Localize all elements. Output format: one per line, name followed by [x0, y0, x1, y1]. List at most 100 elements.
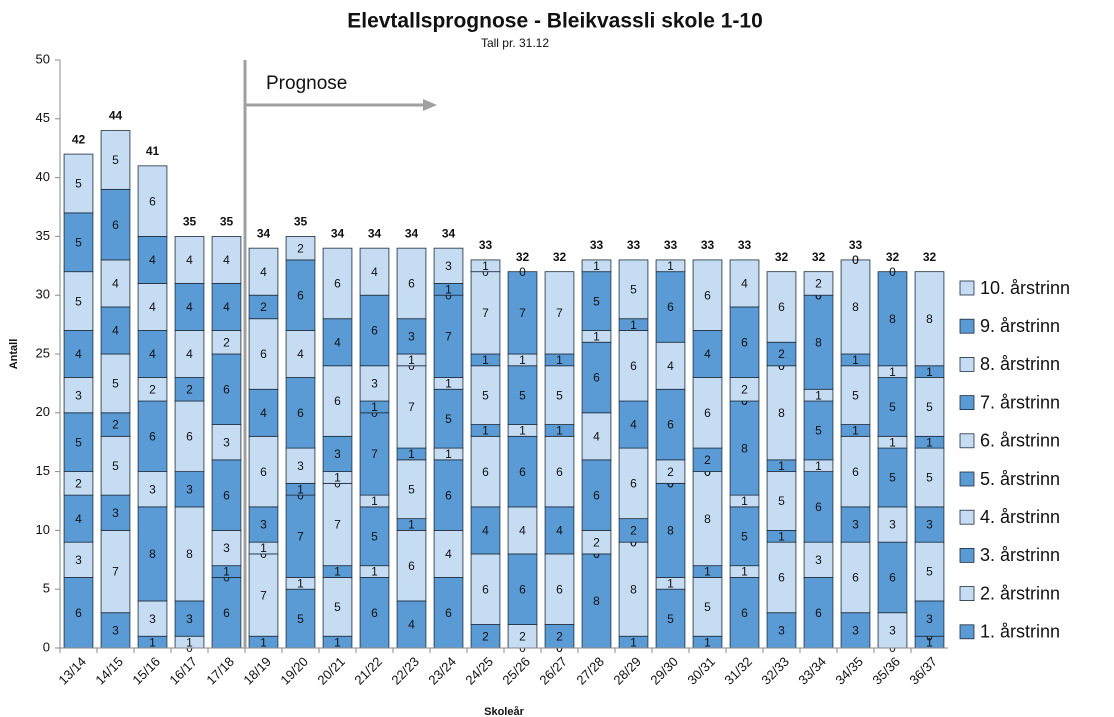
- data-label: 5: [778, 494, 785, 508]
- data-label: 6: [889, 571, 896, 585]
- data-label: 2: [519, 629, 526, 643]
- data-label: 6: [704, 288, 711, 302]
- data-label: 1: [593, 330, 600, 344]
- data-label: 4: [186, 347, 193, 361]
- data-label: 1: [334, 635, 341, 649]
- bar-segment: [840, 612, 871, 649]
- total-label: 34: [405, 226, 419, 240]
- x-tick-label: 28/29: [610, 654, 644, 688]
- legend-swatch: [959, 395, 975, 411]
- bar-segment: [803, 294, 834, 390]
- data-label: 6: [852, 571, 859, 585]
- bar-segment: [507, 435, 538, 508]
- bar-segment: [877, 541, 908, 614]
- bar-segment: [63, 541, 94, 578]
- legend-label: 7. årstrinn: [980, 392, 1060, 412]
- total-label: 32: [775, 250, 789, 264]
- data-label: 4: [186, 253, 193, 267]
- data-label: 6: [260, 465, 267, 479]
- data-label: 6: [334, 394, 341, 408]
- total-label: 35: [294, 215, 308, 229]
- data-label: 2: [482, 629, 489, 643]
- data-label: 6: [223, 488, 230, 502]
- x-tick-label: 19/20: [277, 654, 311, 688]
- bar-segment: [581, 459, 612, 531]
- data-label: 1: [223, 565, 230, 579]
- total-label: 32: [516, 250, 530, 264]
- data-label: 3: [371, 377, 378, 391]
- bar-segment: [766, 541, 797, 614]
- data-label: 4: [297, 347, 304, 361]
- x-axis-label: Skoleår: [484, 706, 524, 717]
- bar-segment: [248, 553, 279, 637]
- bar-segment: [470, 435, 501, 508]
- x-tick-label: 23/24: [425, 654, 459, 688]
- legend-swatch: [959, 548, 975, 563]
- data-label: 4: [371, 265, 378, 279]
- bar-segment: [396, 365, 427, 449]
- x-tick-label: 22/23: [388, 654, 422, 688]
- data-label: 1: [778, 459, 785, 473]
- data-label: 8: [815, 335, 822, 349]
- forecast-arrowhead: [423, 99, 437, 111]
- data-label: 5: [852, 388, 859, 402]
- x-tick-label: 17/18: [203, 654, 237, 688]
- data-label: 1: [704, 635, 711, 649]
- data-label: 6: [630, 477, 637, 491]
- data-label: 1: [593, 259, 600, 273]
- bar-segment: [470, 259, 501, 273]
- data-label: 6: [482, 582, 489, 596]
- bar-segment: [655, 271, 686, 343]
- bar-segment: [100, 306, 131, 355]
- total-label: 33: [627, 238, 641, 252]
- data-label: 5: [926, 471, 933, 485]
- legend-label: 5. årstrinn: [980, 469, 1060, 489]
- total-label: 32: [886, 250, 900, 264]
- data-label: 4: [445, 547, 452, 561]
- data-label: 6: [75, 606, 82, 620]
- bar-segment: [877, 447, 908, 508]
- data-label: 5: [112, 153, 119, 167]
- data-label: 1: [371, 494, 378, 508]
- data-label: 4: [223, 253, 230, 267]
- data-label: 3: [149, 612, 156, 626]
- total-label: 35: [220, 215, 234, 229]
- data-label: 6: [445, 606, 452, 620]
- data-label: 5: [297, 612, 304, 626]
- data-label: 2: [75, 477, 82, 491]
- bar-segment: [840, 435, 871, 508]
- bar-segment: [655, 482, 686, 578]
- data-label: 5: [482, 388, 489, 402]
- bar-segment: [63, 412, 94, 472]
- data-label: 3: [112, 624, 119, 638]
- data-label: 4: [704, 347, 711, 361]
- bar-segment: [729, 400, 760, 496]
- data-label: 6: [408, 559, 415, 573]
- bar-segment: [137, 283, 168, 331]
- bar-segment: [211, 235, 242, 284]
- data-label: 6: [149, 429, 156, 443]
- total-label: 44: [109, 109, 123, 123]
- data-label: 2: [186, 382, 193, 396]
- bar-segment: [840, 541, 871, 614]
- total-label: 33: [664, 238, 678, 252]
- data-label: 2: [112, 418, 119, 432]
- data-label: 5: [593, 294, 600, 308]
- legend-swatch: [959, 586, 975, 601]
- data-label: 7: [408, 400, 415, 414]
- bar-segment: [63, 577, 94, 649]
- bar-segment: [285, 377, 316, 449]
- data-label: 1: [482, 353, 489, 367]
- data-label: 1: [445, 377, 452, 391]
- bar-segment: [359, 506, 390, 567]
- data-label: 6: [297, 288, 304, 302]
- bar-segment: [470, 553, 501, 625]
- bar-segment: [803, 400, 834, 461]
- data-label: 7: [334, 518, 341, 532]
- bar-segment: [766, 365, 797, 461]
- data-label: 3: [926, 612, 933, 626]
- data-label: 6: [297, 406, 304, 420]
- data-label: 1: [260, 541, 267, 555]
- bar-segment: [285, 494, 316, 578]
- data-label: 5: [815, 424, 822, 438]
